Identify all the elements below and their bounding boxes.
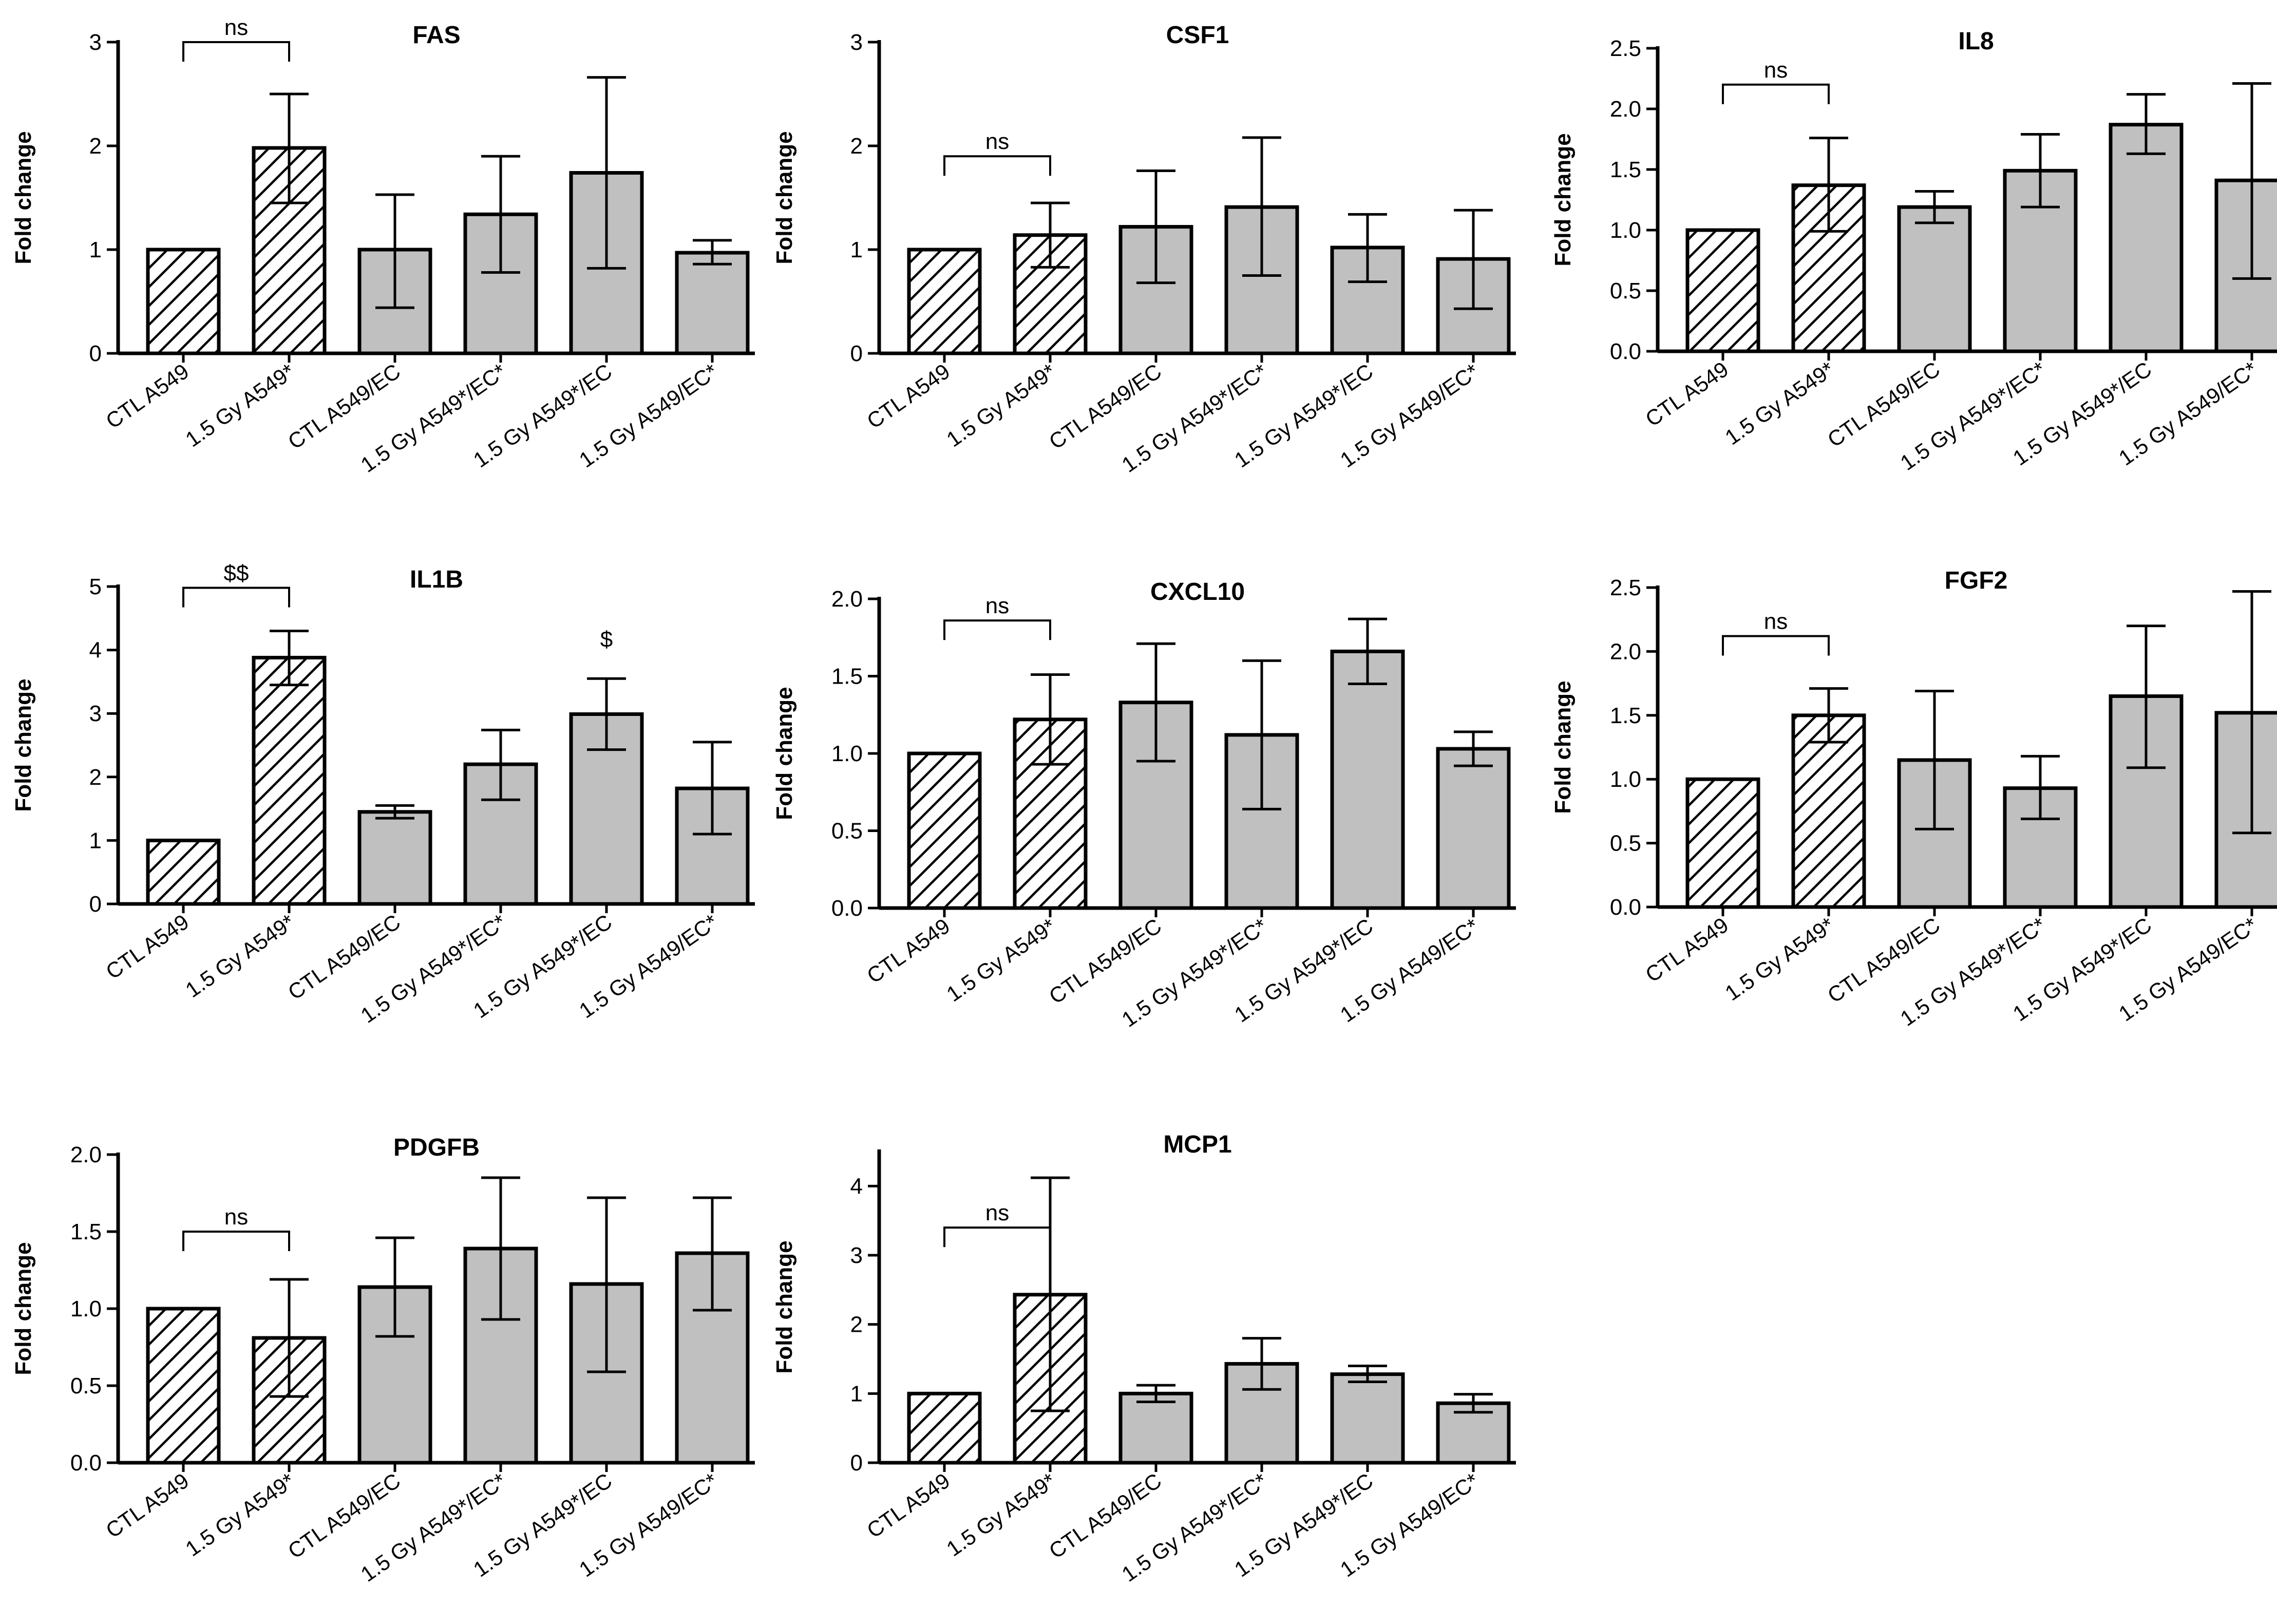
chart-title: IL8	[1958, 28, 1994, 55]
y-tick-label: 4	[89, 638, 102, 663]
y-tick-label: 1	[89, 237, 102, 262]
significance-label: ns	[1764, 58, 1788, 83]
y-tick-label: 0	[89, 341, 102, 366]
chart-title: PDGFB	[393, 1134, 480, 1161]
y-tick-label: 0.0	[831, 896, 863, 921]
chart-title: FAS	[412, 22, 460, 49]
y-axis-label: Fold change	[772, 131, 797, 264]
bar-1	[146, 1307, 221, 1465]
y-tick-label: 0	[850, 341, 863, 366]
y-axis-label: Fold change	[1550, 133, 1576, 266]
y-tick-label: 2	[850, 1312, 863, 1337]
significance-bracket	[1722, 635, 1830, 656]
y-tick-label: 1.0	[1610, 767, 1641, 792]
y-tick-label: 0.0	[70, 1450, 102, 1476]
significance-bracket	[1722, 83, 1830, 104]
bar-6	[675, 251, 750, 355]
significance-label: ns	[985, 593, 1009, 618]
bar-1	[146, 248, 221, 355]
bar-1	[146, 838, 221, 906]
bar-5	[2109, 123, 2184, 353]
y-axis-label: Fold change	[11, 678, 36, 811]
bar-1	[1685, 777, 1760, 909]
y-tick-label: 2	[89, 765, 102, 790]
y-tick-label: 0.0	[1610, 339, 1641, 364]
significance-bracket	[943, 155, 1051, 176]
y-axis-label: Fold change	[772, 687, 797, 820]
y-tick-label: 1.5	[1610, 703, 1641, 728]
chart-title: IL1B	[410, 566, 463, 593]
significance-bracket	[182, 1231, 290, 1251]
bar-2	[252, 655, 327, 906]
y-tick-label: 0.0	[1610, 895, 1641, 920]
y-axis-label: Fold change	[772, 1240, 797, 1373]
bar-5	[1330, 649, 1405, 910]
y-tick-label: 2.5	[1610, 575, 1641, 600]
significance-bracket	[182, 41, 290, 62]
y-tick-label: 2.0	[1610, 639, 1641, 664]
y-axis-label: Fold change	[11, 131, 36, 264]
significance-bracket	[182, 587, 290, 608]
bar-6	[2214, 178, 2277, 353]
y-tick-label: 0.5	[1610, 278, 1641, 304]
significance-label: $$	[224, 560, 249, 586]
y-tick-label: 2.0	[831, 587, 863, 612]
chart-title: FGF2	[1945, 567, 2008, 594]
y-tick-label: 1.5	[70, 1219, 102, 1244]
chart-title: CSF1	[1166, 22, 1229, 49]
significance-label: $	[600, 627, 613, 652]
bar-2	[1791, 713, 1866, 909]
bar-4	[463, 762, 538, 906]
bar-1	[907, 1391, 982, 1465]
y-tick-label: 0	[89, 892, 102, 917]
y-tick-label: 1	[850, 237, 863, 262]
y-tick-label: 1.5	[1610, 157, 1641, 182]
y-tick-label: 2.0	[70, 1142, 102, 1167]
y-axis-label: Fold change	[1550, 681, 1576, 814]
y-tick-label: 4	[850, 1174, 863, 1199]
significance-label: ns	[224, 15, 248, 40]
significance-bracket	[943, 1226, 1051, 1248]
y-tick-label: 1.0	[70, 1296, 102, 1321]
significance-label: ns	[224, 1204, 248, 1230]
y-tick-label: 1	[89, 828, 102, 853]
y-tick-label: 1.0	[831, 741, 863, 766]
y-tick-label: 3	[850, 1243, 863, 1268]
y-tick-label: 3	[89, 701, 102, 726]
y-axis-label: Fold change	[11, 1242, 36, 1375]
y-tick-label: 2	[89, 134, 102, 159]
bar-3	[1118, 1391, 1193, 1465]
bar-6	[2214, 711, 2277, 909]
bar-3	[1897, 205, 1972, 353]
y-tick-label: 3	[850, 30, 863, 55]
y-tick-label: 0.5	[1610, 831, 1641, 856]
bar-1	[907, 248, 982, 355]
y-tick-label: 2	[850, 134, 863, 159]
y-tick-label: 1	[850, 1381, 863, 1406]
y-tick-label: 0	[850, 1450, 863, 1476]
bar-6	[1436, 747, 1511, 910]
bar-3	[357, 810, 432, 906]
y-tick-label: 2.0	[1610, 97, 1641, 122]
chart-title: MCP1	[1163, 1131, 1231, 1158]
y-tick-label: 1.5	[831, 664, 863, 689]
significance-label: ns	[1764, 609, 1788, 634]
bar-5	[1330, 246, 1405, 355]
y-tick-label: 2.5	[1610, 36, 1641, 61]
y-tick-label: 3	[89, 30, 102, 55]
bar-1	[1685, 228, 1760, 353]
significance-label: ns	[985, 1200, 1009, 1225]
y-tick-label: 5	[89, 574, 102, 599]
bar-1	[907, 751, 982, 910]
y-tick-label: 1.0	[1610, 218, 1641, 243]
significance-label: ns	[985, 129, 1009, 154]
significance-bracket	[943, 619, 1051, 640]
y-tick-label: 0.5	[831, 819, 863, 844]
y-tick-label: 0.5	[70, 1373, 102, 1399]
bar-5	[1330, 1372, 1405, 1465]
chart-title: CXCL10	[1150, 578, 1245, 606]
